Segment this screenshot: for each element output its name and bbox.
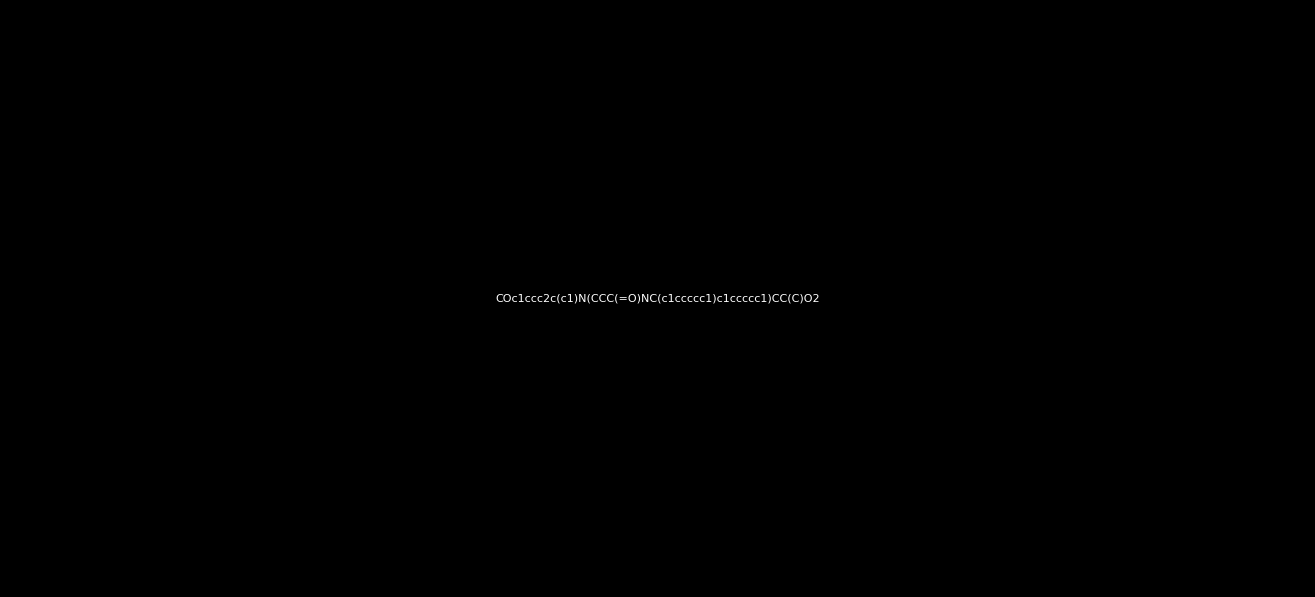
Text: COc1ccc2c(c1)N(CCC(=O)NC(c1ccccc1)c1ccccc1)CC(C)O2: COc1ccc2c(c1)N(CCC(=O)NC(c1ccccc1)c1cccc… xyxy=(496,294,819,303)
